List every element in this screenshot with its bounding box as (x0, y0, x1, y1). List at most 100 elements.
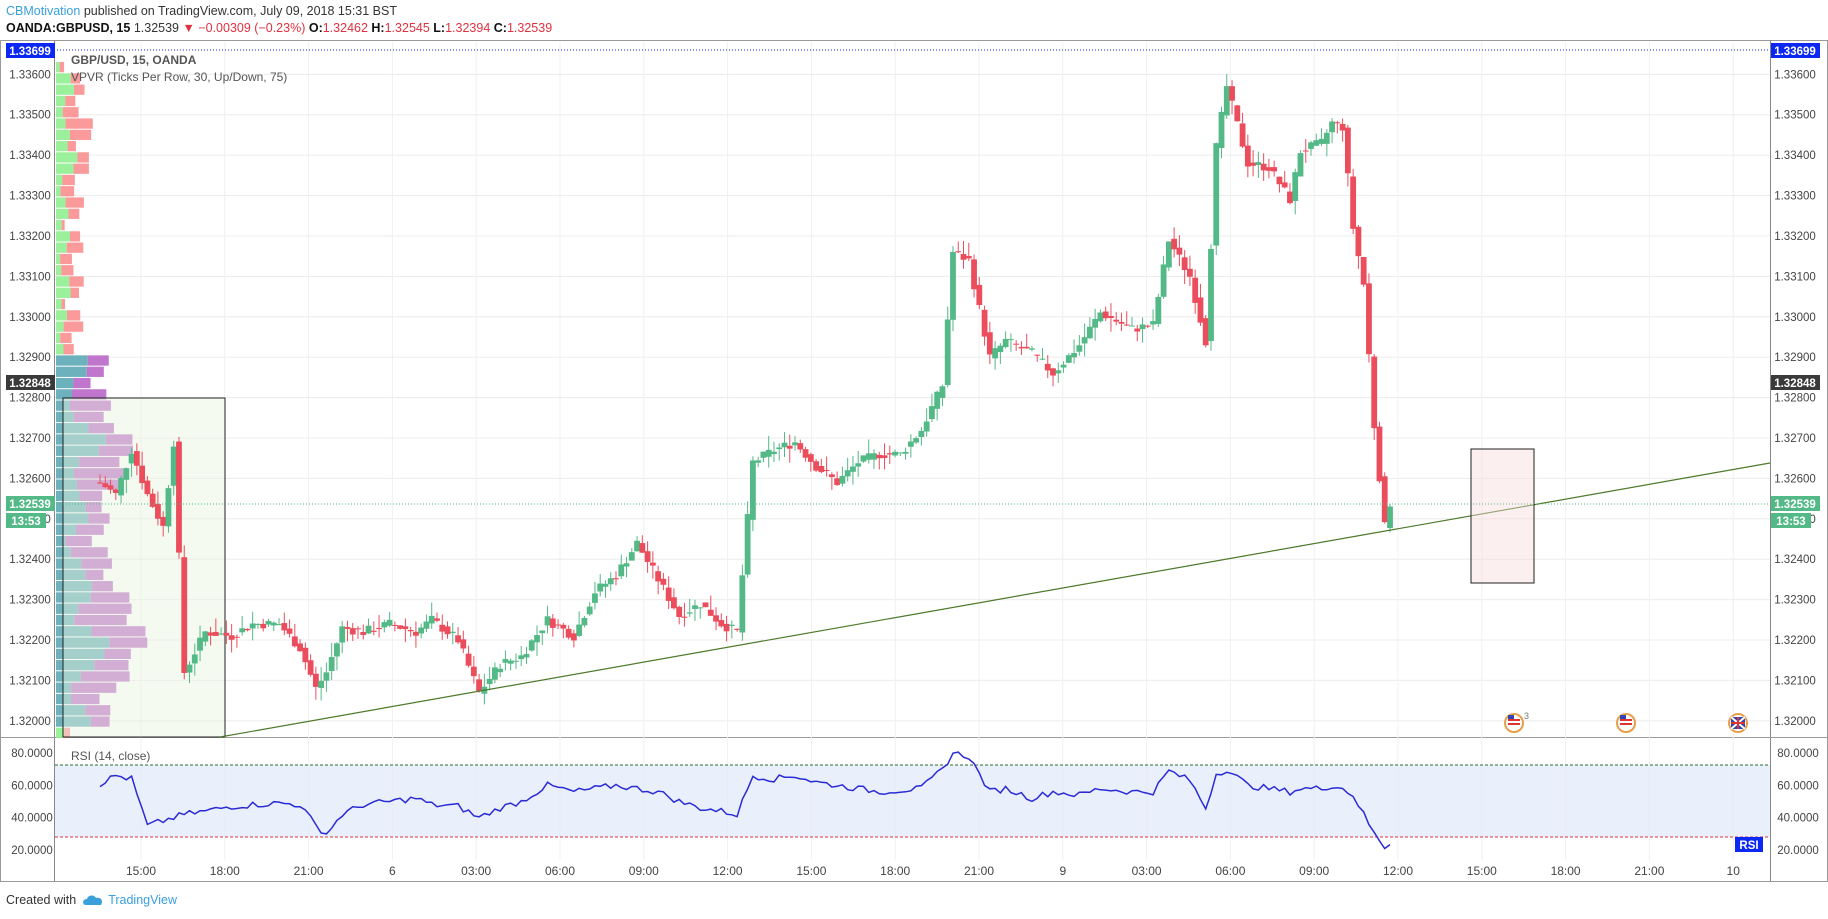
candle-body (139, 465, 146, 484)
volume-row-down (88, 423, 114, 434)
candle-body (1192, 277, 1199, 303)
badge-top-right-text: 1.33699 (1774, 46, 1816, 58)
svg-text:3: 3 (1524, 711, 1529, 721)
volume-row-down (76, 479, 122, 490)
candle-body (423, 621, 430, 629)
badge-mid-left: 1.32848 (6, 375, 55, 390)
candle-body (1029, 348, 1035, 350)
price-tick-label: 1.32000 (9, 716, 51, 728)
candle-body (449, 631, 456, 634)
candle-body (428, 615, 435, 624)
volume-row-down (62, 107, 79, 118)
candle-body (1355, 226, 1362, 257)
candle-body (365, 625, 372, 634)
candle-body (170, 446, 177, 486)
volume-row-up (56, 107, 63, 118)
rsi-line (99, 751, 1391, 850)
volume-row-down (73, 411, 104, 423)
candle-body (1013, 343, 1020, 345)
candle-body (1239, 123, 1246, 147)
price-tick-label: 1.32100 (9, 675, 51, 687)
candle-body (876, 454, 883, 459)
candle-body (418, 627, 425, 634)
volume-row-down (104, 648, 131, 660)
volume-row-down (65, 535, 92, 547)
volume-row-down (90, 716, 110, 727)
candle-body (1002, 338, 1009, 348)
volume-row-down (79, 490, 103, 502)
candle-body (1308, 142, 1314, 149)
candle-body (1381, 476, 1388, 523)
tradingview-brand-link[interactable]: TradingView (82, 893, 177, 907)
candle-body (565, 628, 572, 638)
candle-body (244, 628, 251, 631)
footer: Created with TradingView (6, 893, 177, 907)
candle-body (123, 468, 130, 480)
volume-row-up (56, 411, 74, 423)
candle-body (749, 460, 756, 520)
candle-body (1371, 356, 1378, 429)
candle-body (586, 606, 593, 615)
candle-body (918, 430, 925, 438)
candle-body (839, 476, 846, 484)
us-flag-event-icon[interactable]: 3 (1504, 711, 1529, 733)
volume-row-down (61, 219, 65, 231)
open-label: O: (308, 21, 323, 35)
volume-row-down (65, 197, 84, 208)
price-tick-label: 1.32400 (1774, 554, 1816, 566)
uk-flag-event-icon[interactable] (1728, 713, 1748, 733)
candle-body (491, 667, 498, 680)
time-axis-labels: 15:00 18:00 21:00 6 03:00 06:00 09:00 12:00 15:0… (126, 864, 1740, 878)
volume-row-up (56, 456, 80, 468)
candle-body (112, 489, 119, 493)
volume-row-down (69, 231, 81, 242)
candle-body (860, 455, 867, 462)
candle-body (1350, 176, 1357, 229)
publish-line: CBMotivation published on TradingView.co… (6, 3, 552, 20)
candle-body (323, 672, 330, 681)
trendline[interactable] (219, 462, 1771, 738)
time-tick-label: 21:00 (964, 864, 994, 878)
author-link[interactable]: CBMotivation (6, 4, 81, 18)
volume-row-down (59, 62, 65, 73)
volume-row-down (85, 705, 111, 716)
price-tick-label: 1.32000 (1774, 716, 1816, 728)
price-tick-label: 1.32200 (1774, 635, 1816, 647)
candle-body (1223, 86, 1230, 116)
candle-body (871, 453, 877, 460)
candle-body (355, 628, 361, 630)
candle-body (334, 643, 340, 657)
volume-row-up (56, 219, 62, 231)
volume-row-down (75, 524, 104, 535)
volume-row-down (69, 400, 111, 411)
candle-body (1039, 358, 1046, 360)
volume-row-down (85, 569, 104, 581)
rsi-tick-label: 60.0000 (1777, 780, 1819, 792)
candle-body (191, 654, 198, 664)
candle-body (165, 488, 172, 527)
volume-profile (56, 62, 148, 738)
pane-title: GBP/USD, 15, OANDA (71, 53, 197, 67)
volume-row-down (60, 253, 72, 265)
time-tick-label: 12:00 (1383, 864, 1413, 878)
candle-body (923, 421, 930, 432)
candle-body (1265, 167, 1272, 171)
candle-body (1334, 122, 1341, 124)
badge-top-left: 1.33699 (6, 43, 55, 58)
candle-body (618, 564, 625, 577)
us-flag-event-icon-2[interactable] (1616, 713, 1636, 733)
volume-row-down (70, 547, 108, 558)
candle-body (233, 636, 240, 638)
candle-body (1271, 167, 1278, 172)
volume-row-up (56, 310, 67, 321)
highlight-box[interactable] (1470, 448, 1535, 584)
candle-body (223, 632, 230, 636)
price-tick-label: 1.32600 (9, 473, 51, 485)
candle-body (1218, 111, 1225, 149)
candle-body (207, 632, 214, 636)
candle-body (623, 563, 630, 567)
volume-row-down (71, 682, 117, 693)
badge-top-right: 1.33699 (1771, 43, 1820, 58)
candle-body (1281, 182, 1288, 188)
